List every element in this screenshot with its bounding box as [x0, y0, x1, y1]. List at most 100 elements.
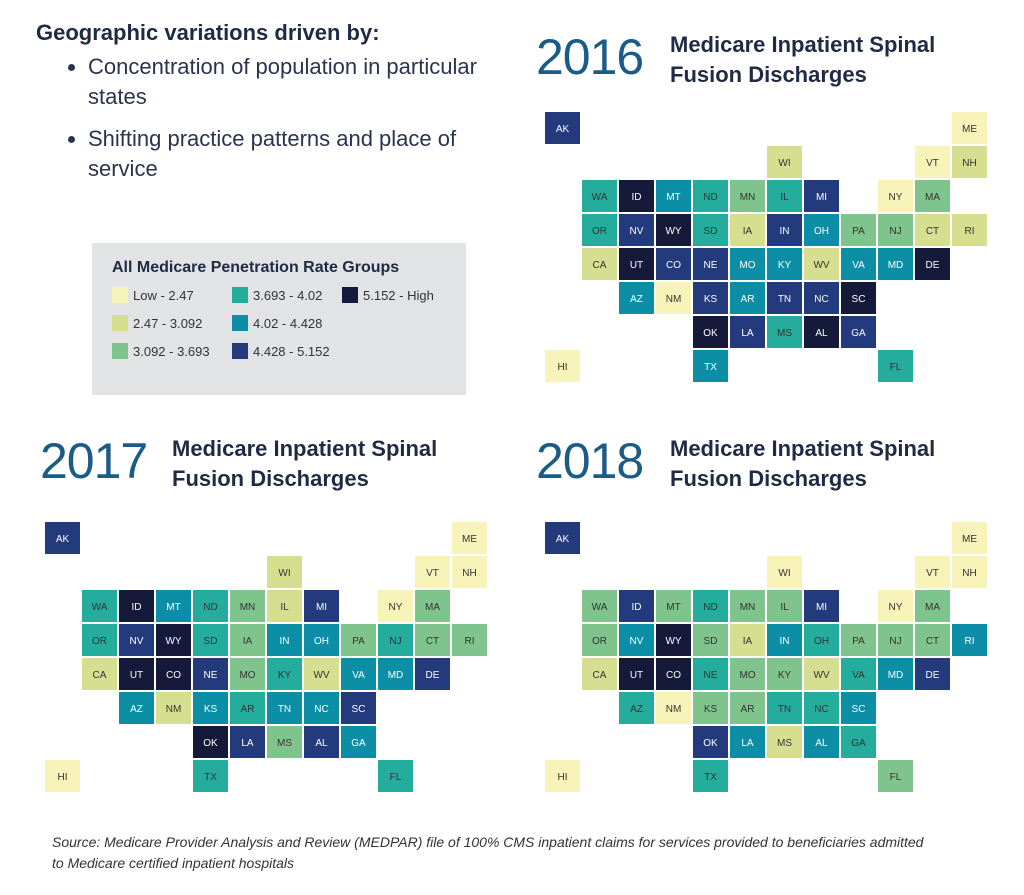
map-title: Medicare Inpatient Spinal Fusion Dischar…: [172, 436, 438, 491]
state-tile: [767, 214, 802, 246]
state-tile: [952, 214, 987, 246]
state-tile: [545, 350, 580, 382]
state-tile: [767, 692, 802, 724]
state-tile: [582, 624, 617, 656]
state-nc: NC: [804, 282, 839, 314]
state-label: MS: [777, 738, 792, 749]
state-label: MT: [666, 602, 680, 613]
state-label: ND: [203, 602, 217, 613]
state-tile: [693, 590, 728, 622]
state-tile: [915, 624, 950, 656]
state-label: WI: [278, 568, 290, 579]
state-label: PA: [852, 226, 865, 237]
state-tile: [804, 316, 839, 348]
state-label: FL: [890, 772, 902, 783]
state-label: OH: [814, 226, 829, 237]
state-tile: [804, 282, 839, 314]
state-label: NE: [204, 670, 218, 681]
state-ca: CA: [82, 658, 117, 690]
state-tile: [230, 624, 265, 656]
state-nc: NC: [804, 692, 839, 724]
state-mi: MI: [304, 590, 339, 622]
state-tile: [545, 522, 580, 554]
state-label: OR: [92, 636, 107, 647]
state-label: NM: [666, 294, 682, 305]
state-tile: [952, 556, 987, 588]
state-ut: UT: [619, 248, 654, 280]
state-label: VT: [926, 568, 939, 579]
state-ca: CA: [582, 248, 617, 280]
state-tile: [656, 590, 691, 622]
state-tile: [804, 248, 839, 280]
state-nh: NH: [952, 146, 987, 178]
state-tile: [767, 726, 802, 758]
state-tile: [341, 658, 376, 690]
state-nm: NM: [656, 692, 691, 724]
state-label: NV: [630, 636, 644, 647]
state-label: IA: [243, 636, 253, 647]
state-mo: MO: [230, 658, 265, 690]
intro: Geographic variations driven by: Concent…: [36, 20, 496, 196]
state-label: KS: [704, 704, 718, 715]
state-label: MS: [777, 328, 792, 339]
legend-item: 4.428 - 5.152: [232, 343, 342, 359]
state-sc: SC: [841, 692, 876, 724]
state-tile: [767, 146, 802, 178]
state-tile: [341, 692, 376, 724]
state-tile: [841, 248, 876, 280]
state-mt: MT: [656, 180, 691, 212]
state-label: NY: [889, 192, 903, 203]
state-tile: [730, 214, 765, 246]
state-label: OR: [592, 636, 607, 647]
state-label: ND: [703, 192, 717, 203]
state-tile: [45, 760, 80, 792]
state-wi: WI: [767, 556, 802, 588]
state-tile: [119, 692, 154, 724]
state-tile: [804, 692, 839, 724]
state-pa: PA: [841, 624, 876, 656]
state-tile: [452, 522, 487, 554]
state-label: MD: [888, 260, 904, 271]
state-al: AL: [804, 726, 839, 758]
state-oh: OH: [804, 624, 839, 656]
state-tile: [952, 146, 987, 178]
state-tile: [841, 214, 876, 246]
state-tile: [952, 522, 987, 554]
state-tile: [619, 248, 654, 280]
state-ny: NY: [378, 590, 413, 622]
state-nd: ND: [693, 590, 728, 622]
state-tile: [804, 726, 839, 758]
state-tile: [656, 214, 691, 246]
state-ar: AR: [230, 692, 265, 724]
state-label: AL: [315, 738, 328, 749]
state-label: GA: [851, 738, 866, 749]
state-tile: [193, 624, 228, 656]
state-nd: ND: [693, 180, 728, 212]
state-tile: [656, 692, 691, 724]
state-ar: AR: [730, 282, 765, 314]
state-label: CO: [166, 670, 181, 681]
state-tile: [730, 282, 765, 314]
state-tile: [378, 658, 413, 690]
state-label: WI: [778, 158, 790, 169]
legend-item: 5.152 - High: [342, 287, 462, 303]
state-tile: [693, 692, 728, 724]
state-tile: [915, 658, 950, 690]
state-tile: [304, 624, 339, 656]
legend-swatch: [112, 287, 128, 303]
legend-item: 2.47 - 3.092: [112, 315, 232, 331]
state-tile: [267, 556, 302, 588]
state-nj: NJ: [878, 214, 913, 246]
state-label: MA: [425, 602, 440, 613]
state-tile: [878, 760, 913, 792]
state-al: AL: [304, 726, 339, 758]
state-tile: [952, 624, 987, 656]
state-tile: [45, 522, 80, 554]
state-label: CO: [666, 670, 681, 681]
state-label: IN: [780, 226, 790, 237]
state-ct: CT: [415, 624, 450, 656]
state-label: HI: [558, 362, 568, 373]
state-tile: [730, 180, 765, 212]
state-co: CO: [656, 248, 691, 280]
state-label: KY: [778, 670, 792, 681]
